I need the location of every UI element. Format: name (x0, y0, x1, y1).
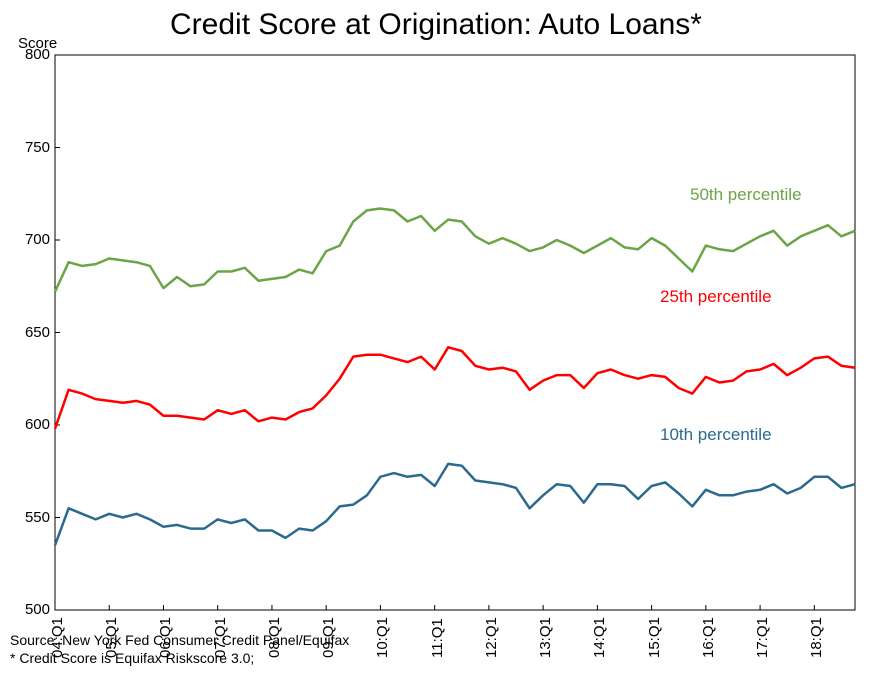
series-label-p25: 25th percentile (660, 287, 772, 307)
ytick-label: 600 (10, 416, 50, 433)
source-line-2: * Credit Score is Equifax Riskscore 3.0; (10, 650, 254, 666)
xtick-label: 10:Q1 (374, 617, 391, 658)
ytick-label: 650 (10, 324, 50, 341)
xtick-label: 13:Q1 (537, 617, 554, 658)
plot-svg (0, 0, 872, 674)
xtick-label: 18:Q1 (808, 617, 825, 658)
ytick-label: 800 (10, 46, 50, 63)
chart-container: Credit Score at Origination: Auto Loans*… (0, 0, 872, 674)
xtick-label: 15:Q1 (646, 617, 663, 658)
ytick-label: 700 (10, 231, 50, 248)
series-label-p50: 50th percentile (690, 185, 802, 205)
source-line-1: Source: New York Fed Consumer Credit Pan… (10, 632, 349, 648)
ytick-label: 750 (10, 139, 50, 156)
xtick-label: 16:Q1 (700, 617, 717, 658)
series-label-p10: 10th percentile (660, 425, 772, 445)
ytick-label: 550 (10, 509, 50, 526)
xtick-label: 17:Q1 (754, 617, 771, 658)
xtick-label: 12:Q1 (483, 617, 500, 658)
ytick-label: 500 (10, 601, 50, 618)
xtick-label: 11:Q1 (429, 618, 446, 658)
xtick-label: 14:Q1 (591, 617, 608, 658)
